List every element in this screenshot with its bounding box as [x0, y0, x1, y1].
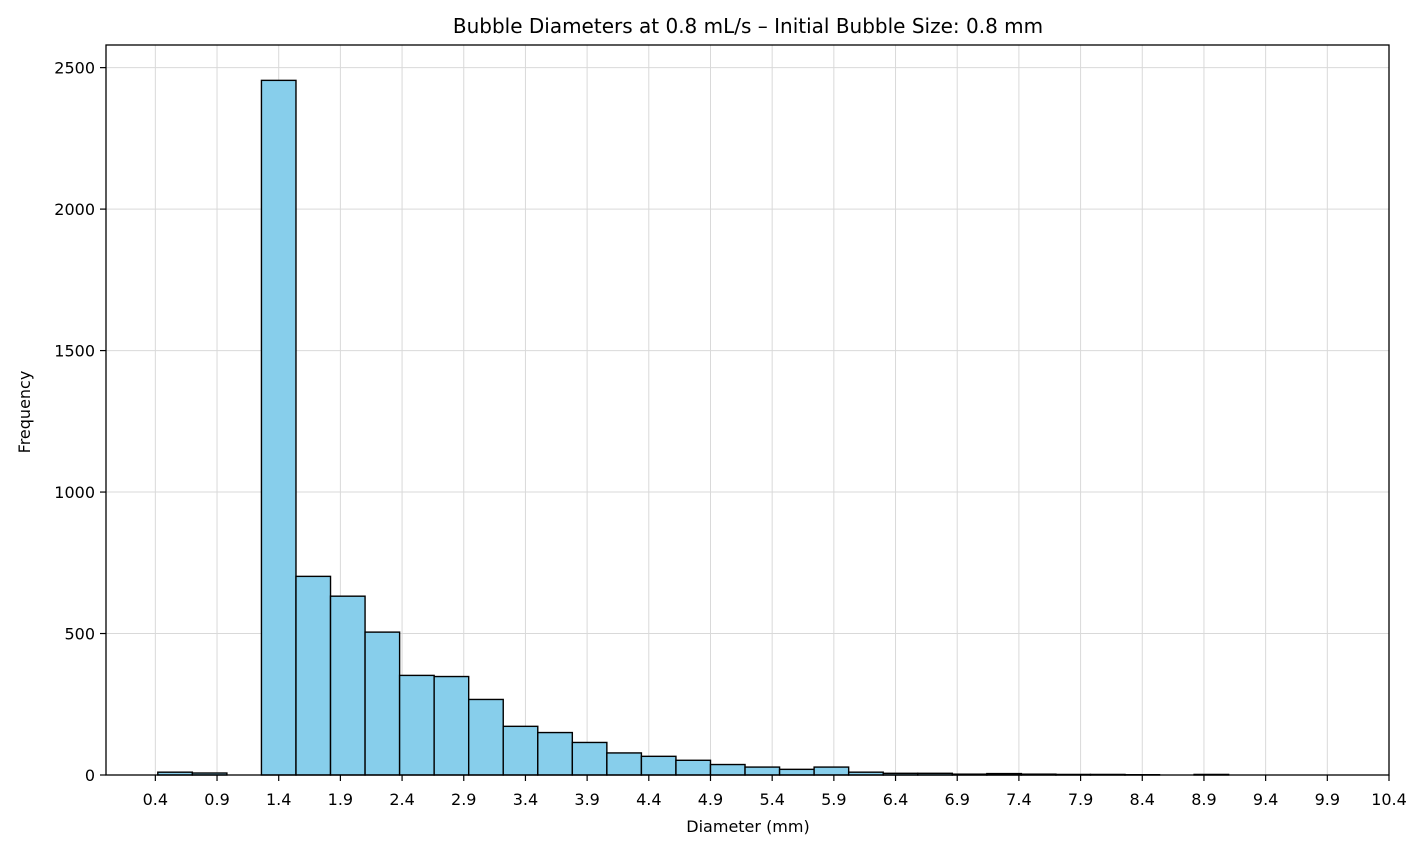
- x-axis-label: Diameter (mm): [686, 817, 809, 836]
- histogram-bar-11: [537, 731, 574, 776]
- histogram-bar-10: [502, 725, 539, 776]
- x-tick-label: 9.9: [1315, 790, 1340, 809]
- x-tick-label: 5.4: [759, 790, 784, 809]
- histogram-bar-9: [467, 698, 504, 776]
- histogram-bar-15: [675, 759, 712, 776]
- histogram-bars: [157, 79, 1230, 776]
- y-tick-label: 2000: [54, 200, 95, 219]
- x-tick-label: 7.4: [1006, 790, 1031, 809]
- y-tick-label: 2500: [54, 59, 95, 78]
- histogram-bar-6: [364, 631, 401, 776]
- x-tick-label: 0.4: [143, 790, 168, 809]
- histogram-bar-14: [640, 755, 677, 776]
- x-tick-label: 0.9: [204, 790, 229, 809]
- histogram-bar-4: [295, 575, 332, 776]
- x-tick-label: 7.9: [1068, 790, 1093, 809]
- histogram-bar-8: [433, 675, 470, 776]
- x-tick-label: 4.9: [698, 790, 723, 809]
- y-tick-label: 500: [64, 625, 95, 644]
- y-tick-label: 1500: [54, 342, 95, 361]
- y-tick-label: 1000: [54, 483, 95, 502]
- x-tick-label: 6.4: [883, 790, 908, 809]
- x-tick-label: 8.9: [1191, 790, 1216, 809]
- x-tick-label: 5.9: [821, 790, 846, 809]
- histogram-bar-12: [571, 741, 608, 776]
- y-axis-ticks: 0 500 1000 1500 2000 2500: [54, 59, 106, 785]
- x-tick-label: 3.9: [574, 790, 599, 809]
- histogram-bar-18: [778, 768, 815, 776]
- x-tick-label: 10.4: [1371, 790, 1407, 809]
- x-tick-label: 1.4: [266, 790, 291, 809]
- histogram-bar-16: [709, 763, 746, 776]
- x-tick-label: 4.4: [636, 790, 661, 809]
- y-axis-label: Frequency: [15, 371, 34, 454]
- x-tick-label: 6.9: [944, 790, 969, 809]
- x-tick-label: 2.4: [389, 790, 414, 809]
- chart-title: Bubble Diameters at 0.8 mL/s – Initial B…: [453, 14, 1043, 38]
- x-axis-ticks: 0.4 0.9 1.4 1.9 2.4 2.9 3.4 3.9 4.4 4.9 5.4 5.9 6.4 6…: [143, 775, 1407, 809]
- histogram-bar-5: [329, 595, 366, 776]
- x-tick-label: 1.9: [328, 790, 353, 809]
- x-tick-label: 3.4: [513, 790, 538, 809]
- y-tick-label: 0: [85, 766, 95, 785]
- histogram-bar-7: [398, 674, 435, 776]
- x-tick-label: 8.4: [1130, 790, 1155, 809]
- plot-frame: [105, 44, 1390, 776]
- histogram-bar-13: [606, 752, 643, 776]
- x-tick-label: 2.9: [451, 790, 476, 809]
- histogram-bar-19: [813, 766, 850, 776]
- histogram-bar-17: [744, 766, 781, 776]
- x-tick-label: 9.4: [1253, 790, 1278, 809]
- histogram-bar-3: [260, 79, 297, 776]
